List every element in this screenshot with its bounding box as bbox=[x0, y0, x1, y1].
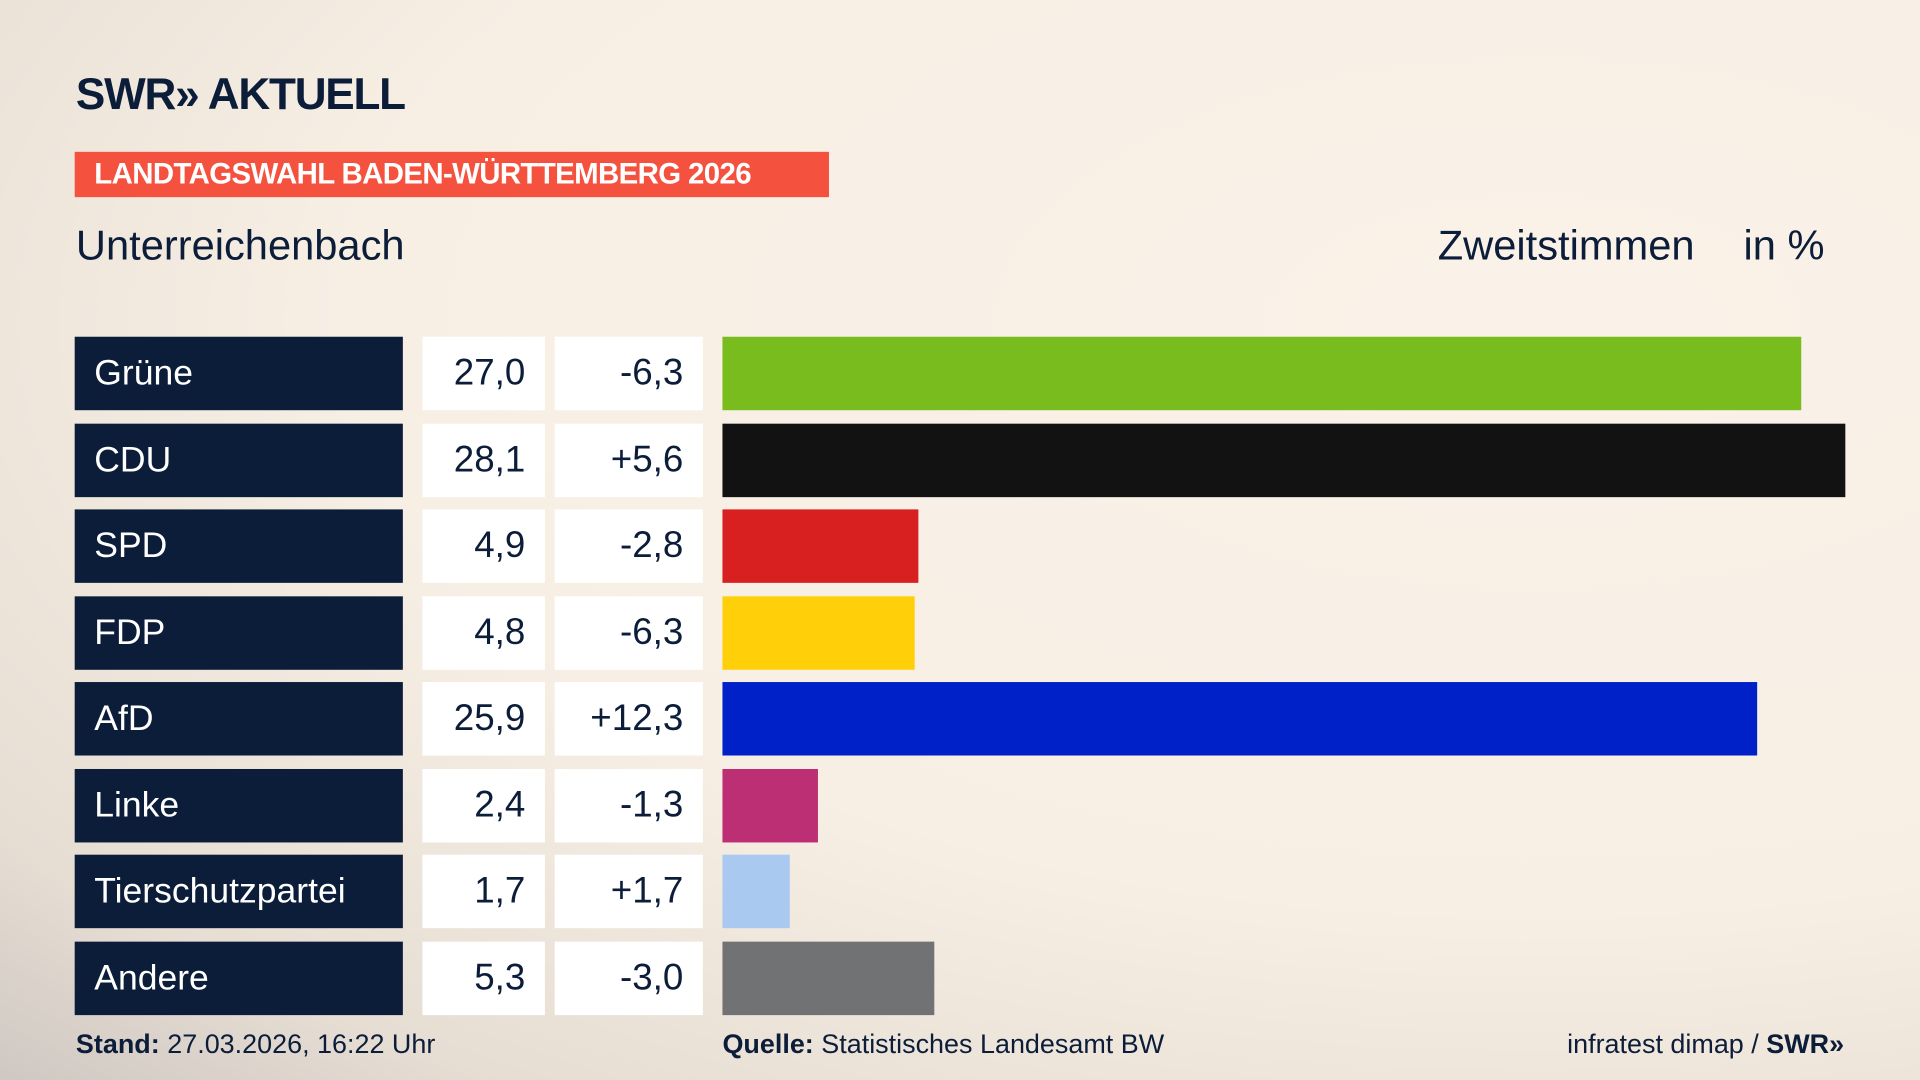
header-right: Zweitstimmen in % bbox=[1438, 223, 1825, 271]
credit: infratest dimap / SWR» bbox=[1567, 1029, 1844, 1061]
party-label: Grüne bbox=[74, 336, 403, 411]
swr-logo: SWR» bbox=[1766, 1028, 1845, 1060]
bar-andere bbox=[722, 941, 935, 1015]
value-label: 5,3 bbox=[422, 941, 545, 1015]
bar-tierschutzpartei bbox=[722, 854, 791, 929]
source-label: Quelle: bbox=[722, 1028, 814, 1060]
party-label: CDU bbox=[74, 423, 403, 497]
party-label: Linke bbox=[74, 768, 403, 842]
vote-type-label: Zweitstimmen bbox=[1437, 222, 1695, 270]
source-value: Statistisches Landesamt BW bbox=[821, 1028, 1165, 1060]
election-banner: LANDTAGSWAHL BADEN-WÜRTTEMBERG 2026 bbox=[74, 151, 829, 198]
diff-label: -3,0 bbox=[554, 941, 703, 1015]
party-label: Tierschutzpartei bbox=[74, 854, 403, 929]
value-label: 1,7 bbox=[422, 854, 545, 929]
value-label: 25,9 bbox=[422, 682, 545, 756]
bar-afd bbox=[722, 682, 1758, 756]
timestamp: Stand: 27.03.2026, 16:22 Uhr bbox=[76, 1029, 435, 1061]
party-label: AfD bbox=[74, 682, 403, 756]
credit-text: infratest dimap / bbox=[1567, 1028, 1767, 1060]
diff-label: -6,3 bbox=[554, 595, 703, 670]
bar-fdp bbox=[722, 595, 915, 670]
bar-spd bbox=[722, 509, 919, 583]
bar-linke bbox=[722, 768, 819, 842]
party-label: Andere bbox=[74, 941, 403, 1015]
unit-label: in % bbox=[1743, 222, 1825, 270]
diff-label: -6,3 bbox=[554, 336, 703, 411]
party-label: FDP bbox=[74, 595, 403, 670]
source: Quelle: Statistisches Landesamt BW bbox=[722, 1029, 1164, 1061]
diff-label: -2,8 bbox=[554, 509, 703, 583]
value-label: 4,9 bbox=[422, 509, 545, 583]
value-label: 27,0 bbox=[422, 336, 545, 411]
bar-grüne bbox=[722, 336, 1802, 411]
value-label: 2,4 bbox=[422, 768, 545, 842]
party-label: SPD bbox=[74, 509, 403, 583]
diff-label: +1,7 bbox=[554, 854, 703, 929]
stand-value: 27.03.2026, 16:22 Uhr bbox=[167, 1028, 436, 1060]
swr-aktuell-logo: SWR» AKTUELL bbox=[75, 68, 406, 119]
region-title: Unterreichenbach bbox=[75, 222, 405, 270]
bar-cdu bbox=[722, 423, 1846, 497]
value-label: 28,1 bbox=[422, 423, 545, 497]
value-label: 4,8 bbox=[422, 595, 545, 670]
diff-label: -1,3 bbox=[554, 768, 703, 842]
diff-label: +5,6 bbox=[554, 423, 703, 497]
diff-label: +12,3 bbox=[554, 682, 703, 756]
stand-label: Stand: bbox=[75, 1028, 160, 1060]
